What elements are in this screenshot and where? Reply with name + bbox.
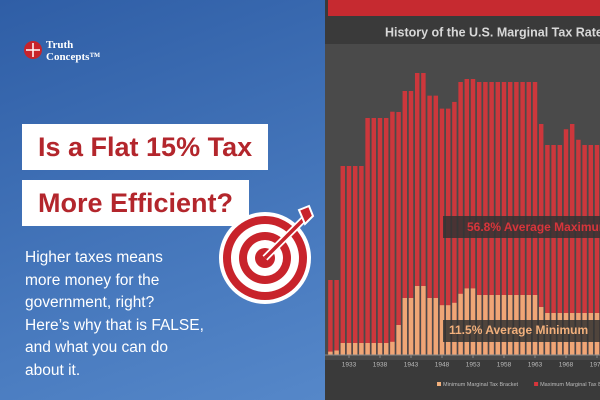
bar [365,118,370,355]
body-line: and what you can do [25,339,169,356]
bar [427,95,432,356]
bar [582,145,587,355]
annotation-box [443,216,600,238]
body-line: more money for the [25,271,160,289]
x-tick-label: 1933 [342,362,357,369]
bar [588,145,594,355]
bar [383,118,389,355]
bar [414,286,420,355]
bar [402,91,408,355]
bar [433,298,439,355]
bar [334,350,339,355]
annotation: 56.8% Average Maximum [467,220,600,234]
bar [569,124,575,355]
bar [433,95,439,356]
x-tick-label: 1953 [466,362,481,369]
x-tick-label: 1968 [559,362,574,369]
bar [328,280,333,355]
headline: Is a Flat 15% Tax [38,132,253,162]
bar [439,108,445,355]
bar [421,286,426,355]
bar [346,343,352,355]
bar [352,166,358,355]
body-line: government, right? [25,294,155,311]
logo-mark: Truth Concepts™ [24,39,100,63]
bar [340,166,346,355]
x-tick-label: 1938 [373,362,388,369]
headline-box: Is a Flat 15% Tax [22,124,269,170]
bar [408,298,414,355]
bar [328,351,333,355]
annotation-box [443,320,600,342]
headline: More Efficient? [38,188,234,218]
bar [359,343,364,355]
chart-title: History of the U.S. Marginal Tax Rates [385,25,600,39]
legend-swatch [534,382,539,386]
bar [421,73,426,355]
bar [594,145,600,355]
logo-text: Truth [46,39,73,51]
logo-text: Concepts™ [46,51,100,63]
bar [551,145,556,355]
bar [390,341,395,355]
legend-label: Minimum Marginal Tax Bracket [443,382,519,388]
bar [439,305,445,355]
bar [402,298,408,355]
bar [371,118,377,355]
bar [563,129,569,355]
legend-label: Maximum Marginal Tax Bracket [540,382,600,388]
bar [346,166,352,355]
x-tick-label: 1973 [590,362,600,369]
logo: Truth Concepts™ [22,38,132,73]
bar [576,139,581,355]
bar [359,166,364,355]
bar [427,298,432,355]
bar [365,343,370,355]
x-tick-label: 1943 [404,362,419,369]
body-line: about it. [25,361,81,379]
bar [383,343,389,355]
x-tick-label: 1958 [497,362,512,369]
bar [334,280,339,355]
annotation: 11.5% Average Minimum [449,323,588,337]
bar [557,145,563,355]
bar [371,343,377,355]
bar [377,118,383,355]
chart: History of the U.S. Marginal Tax Rates 1… [325,0,600,400]
body-line: Here’s why that is FALSE, [25,316,204,334]
x-tick-label: 1963 [528,362,543,369]
legend-swatch [437,382,441,386]
bar [545,145,550,355]
bar [377,343,383,355]
bar [396,112,401,355]
x-tick-label: 1948 [435,362,450,369]
bar [538,124,544,355]
target-icon [219,204,315,304]
headline-box: More Efficient? [22,180,250,226]
bar [390,111,395,355]
bar [352,343,358,355]
bar [408,91,414,355]
body-text: Higher taxes means more money for the go… [25,247,204,382]
bar [340,343,346,355]
bar [414,73,420,355]
bar [396,325,401,355]
body-line: Higher taxes means [25,249,163,266]
